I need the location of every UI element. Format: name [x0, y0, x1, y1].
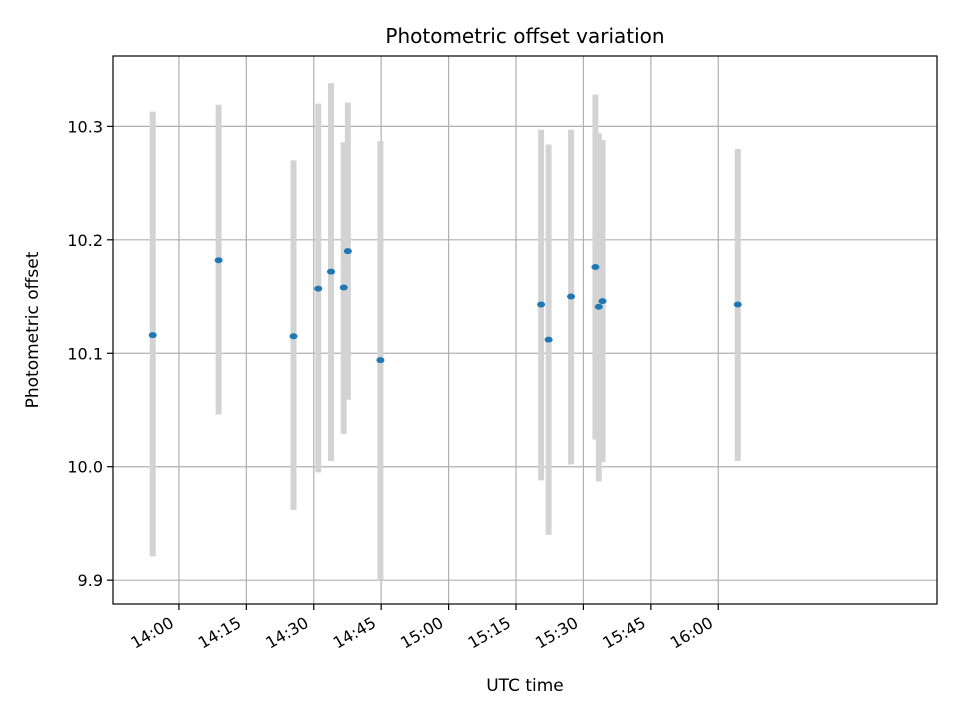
y-axis-ticks: 9.9 10.0 10.1 10.2 10.3 [67, 117, 113, 590]
data-point [214, 257, 223, 264]
data-points [148, 248, 742, 364]
data-point [598, 298, 607, 305]
data-point [544, 336, 553, 343]
data-point [314, 285, 323, 292]
y-tick-label: 10.0 [67, 458, 103, 477]
data-point [733, 301, 742, 308]
data-point [148, 332, 157, 339]
data-point [567, 293, 576, 300]
data-point [376, 357, 385, 364]
data-point [594, 303, 603, 310]
y-tick-label: 9.9 [78, 571, 103, 590]
data-point [326, 268, 335, 275]
data-point [343, 248, 352, 255]
x-axis-title: UTC time [486, 676, 564, 696]
y-tick-label: 10.1 [67, 344, 103, 363]
y-tick-label: 10.2 [67, 231, 103, 250]
grid-lines [113, 56, 937, 604]
data-point [289, 333, 298, 340]
data-point [339, 284, 348, 291]
chart-title: Photometric offset variation [385, 24, 664, 48]
y-axis-title: Photometric offset [23, 251, 43, 408]
data-point [591, 264, 600, 271]
plot-frame [112, 55, 938, 605]
y-tick-label: 10.3 [67, 117, 103, 136]
data-point [537, 301, 546, 308]
